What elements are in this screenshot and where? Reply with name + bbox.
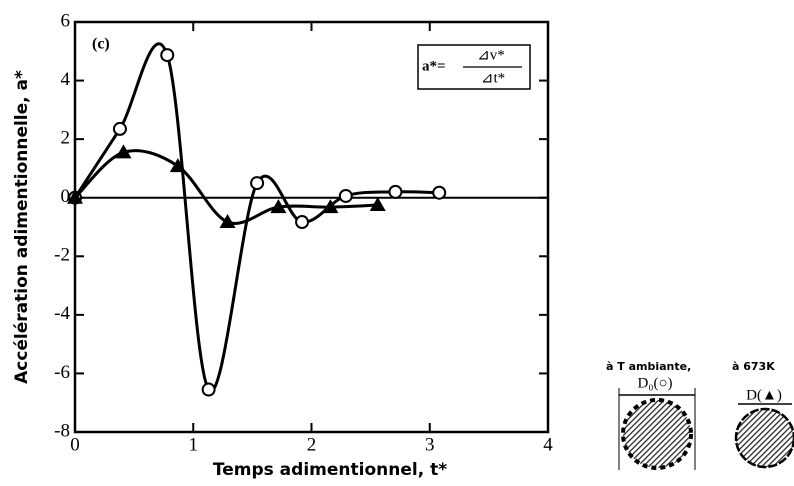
x-tick-label: 4 (543, 434, 553, 455)
particle-legend: à T ambiante, à 673K D₀(○) D(▲) (606, 360, 794, 470)
x-axis-label: Temps adimentionnel, t* (213, 460, 447, 480)
x-tick-label: 3 (425, 434, 435, 455)
point (322, 199, 339, 214)
point (369, 197, 386, 212)
formula-lhs: a*= (422, 58, 446, 74)
y-tick-label: -6 (54, 362, 70, 383)
point (219, 214, 236, 229)
y-tick-label: -4 (54, 303, 70, 324)
formula-num: ⊿v* (477, 47, 505, 63)
y-tick-label: -8 (54, 420, 70, 441)
y-tick-label: -2 (54, 245, 70, 266)
y-tick-label: 6 (61, 10, 71, 31)
point (270, 199, 287, 214)
point (115, 144, 132, 159)
x-tick-label: 2 (307, 434, 317, 455)
particle-rough (621, 398, 693, 470)
x-tick-label: 1 (189, 434, 199, 455)
point (160, 48, 175, 63)
y-axis-label: Accélération adimentionnelle, a* (12, 70, 32, 384)
point (201, 382, 216, 397)
y-tick-label: 4 (61, 69, 71, 90)
legend-label: D₀(○) (637, 375, 672, 391)
y-tick-label: 0 (61, 186, 71, 207)
formula-den: ⊿t* (481, 70, 505, 86)
y-tick-label: 2 (61, 128, 71, 149)
x-tick-label: 0 (70, 434, 80, 455)
side-label: à 673K (732, 360, 775, 373)
point (250, 176, 265, 191)
point (295, 215, 310, 230)
side-label: à T ambiante, (606, 360, 691, 373)
formula-box: a*= ⊿v* ⊿t* (417, 44, 531, 90)
legend-label: D(▲) (746, 387, 782, 403)
point (67, 189, 83, 204)
point (169, 158, 186, 173)
point (432, 185, 447, 200)
point (112, 121, 127, 136)
point (388, 184, 403, 199)
point (338, 188, 353, 203)
panel-label: (c) (92, 36, 110, 53)
particle-smooth (734, 407, 794, 469)
